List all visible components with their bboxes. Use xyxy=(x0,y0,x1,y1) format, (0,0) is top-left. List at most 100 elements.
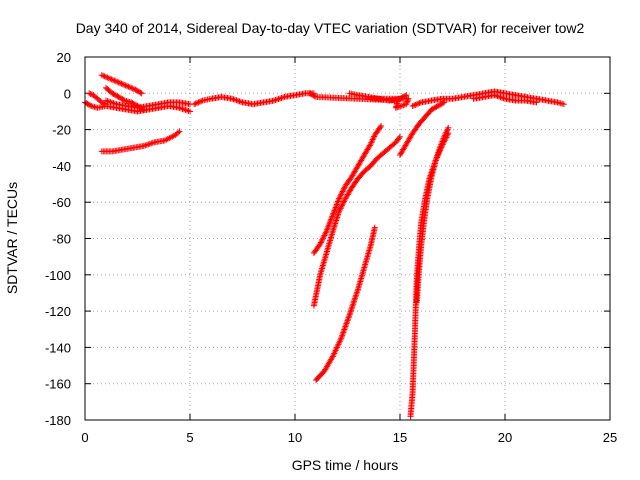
data-point xyxy=(272,97,279,104)
data-point xyxy=(333,202,340,209)
y-tick-label: -40 xyxy=(52,159,71,174)
data-point xyxy=(339,330,346,337)
data-point xyxy=(344,317,351,324)
data-point xyxy=(100,72,107,79)
data-point xyxy=(115,79,122,86)
data-point xyxy=(325,222,332,229)
data-point xyxy=(194,99,200,106)
data-point xyxy=(338,202,345,209)
y-axis-label: SDTVAR / TECUs xyxy=(4,182,20,294)
data-point xyxy=(134,103,141,110)
data-point xyxy=(131,86,137,93)
data-point xyxy=(328,214,335,221)
data-point xyxy=(111,77,118,84)
y-tick-label: 20 xyxy=(57,50,71,65)
data-point xyxy=(111,91,118,98)
data-point xyxy=(403,101,410,108)
chart-title: Day 340 of 2014, Sidereal Day-to-day VTE… xyxy=(76,20,585,36)
data-point xyxy=(122,82,129,89)
data-point xyxy=(437,101,444,108)
data-point xyxy=(439,100,446,107)
data-point xyxy=(342,323,349,330)
data-point xyxy=(129,85,136,92)
series-arc-right xyxy=(409,88,567,110)
data-point xyxy=(131,101,138,108)
data-point xyxy=(115,93,122,100)
data-point xyxy=(404,97,411,104)
data-point xyxy=(331,207,338,214)
x-tick-label: 15 xyxy=(393,430,407,445)
data-point xyxy=(121,81,128,88)
x-tick-label: 0 xyxy=(81,430,88,445)
data-point xyxy=(182,106,189,113)
data-point xyxy=(334,200,341,207)
y-tick-label: 0 xyxy=(64,86,71,101)
data-point xyxy=(321,232,328,239)
y-tick-label: -100 xyxy=(45,268,71,283)
data-point xyxy=(441,99,448,106)
data-point xyxy=(491,92,498,99)
data-point xyxy=(238,98,244,105)
data-point xyxy=(378,122,385,129)
data-point xyxy=(431,105,438,112)
data-point xyxy=(108,76,115,83)
x-tick-label: 10 xyxy=(288,430,302,445)
data-point xyxy=(229,95,235,102)
data-point xyxy=(118,95,125,102)
data-point xyxy=(137,104,144,111)
data-point xyxy=(120,96,127,103)
data-point xyxy=(322,229,329,236)
data-point xyxy=(275,96,282,103)
data-point xyxy=(413,101,420,108)
data-point xyxy=(332,205,339,212)
series-drop-5 xyxy=(413,124,452,306)
data-point xyxy=(336,194,343,201)
data-point xyxy=(320,233,327,240)
data-point xyxy=(337,205,344,212)
data-point xyxy=(175,129,182,136)
data-point xyxy=(198,98,205,105)
data-point xyxy=(324,226,331,233)
data-point xyxy=(416,99,423,106)
series-drop-2 xyxy=(310,133,403,309)
data-point xyxy=(397,103,404,110)
data-point xyxy=(117,80,123,87)
tick-layer: 0 5 10 15 20 25 -180 -160 -140 -120 -100 -80 -60 -40 -… xyxy=(45,50,617,445)
data-point xyxy=(85,101,92,108)
data-point xyxy=(337,192,344,199)
data-point xyxy=(500,95,507,102)
grid-layer xyxy=(85,57,610,420)
data-point xyxy=(132,86,139,93)
series-arc-mid xyxy=(191,90,317,108)
series-arc-main-2 xyxy=(86,90,109,108)
data-point xyxy=(84,100,91,107)
data-point xyxy=(138,90,145,97)
data-point xyxy=(103,73,109,80)
data-point xyxy=(105,75,112,82)
data-layer xyxy=(82,72,567,420)
data-point xyxy=(130,100,137,107)
data-point xyxy=(336,208,343,215)
data-point xyxy=(124,83,130,90)
data-point xyxy=(140,142,147,149)
data-point xyxy=(438,100,445,107)
plot-frame xyxy=(84,56,611,421)
data-point xyxy=(112,78,119,85)
data-point xyxy=(119,96,126,103)
data-point xyxy=(342,322,349,329)
data-point xyxy=(317,240,324,247)
y-tick-label: -60 xyxy=(52,195,71,210)
data-point xyxy=(340,329,347,336)
data-point xyxy=(329,211,336,218)
data-point xyxy=(139,105,146,112)
data-point xyxy=(110,91,117,98)
data-point xyxy=(341,325,348,332)
data-point xyxy=(133,102,140,109)
data-point xyxy=(345,314,352,321)
data-point xyxy=(318,238,325,245)
data-point xyxy=(560,101,567,108)
data-point xyxy=(322,231,329,238)
data-point xyxy=(409,103,416,110)
series-arc-lower xyxy=(98,128,183,155)
data-point xyxy=(403,92,410,99)
